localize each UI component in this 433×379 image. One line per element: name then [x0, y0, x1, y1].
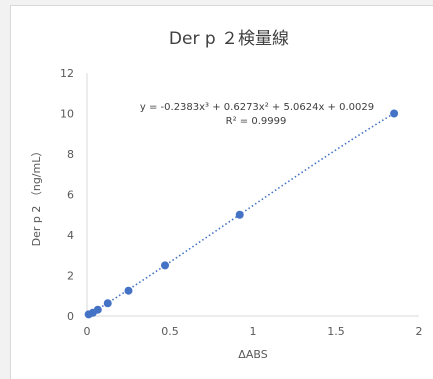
trendline	[88, 112, 395, 316]
y-tick-label: 2	[67, 270, 74, 283]
chart-frame	[10, 5, 433, 379]
x-tick-label: 0	[84, 325, 91, 338]
data-point	[390, 109, 399, 118]
y-tick-label: 8	[67, 148, 74, 161]
data-point	[124, 286, 133, 295]
x-tick-label: 0.5	[161, 325, 179, 338]
chart-title: Der p ２検量線	[169, 29, 289, 49]
y-tick-label: 4	[67, 229, 74, 242]
y-tick-label: 0	[67, 310, 74, 323]
x-tick-label: 1.5	[327, 325, 345, 338]
data-point	[235, 210, 244, 219]
trendline-r-squared: R² = 0.9999	[226, 116, 287, 127]
y-tick-label: 10	[60, 108, 74, 121]
y-axis-title: Der p 2 （ng/mL）	[30, 146, 43, 247]
data-points	[84, 109, 399, 319]
x-tick-label: 1	[250, 325, 257, 338]
y-tick-labels: 0 2 4 6 8 10 12	[60, 67, 74, 323]
trendline-equation: y = -0.2383x³ + 0.6273x² + 5.0624x + 0.0…	[140, 102, 374, 113]
x-tick-labels: 0 0.5 1 1.5 2	[84, 325, 423, 338]
x-tick-label: 2	[416, 325, 423, 338]
data-point	[103, 299, 112, 308]
x-axis-title: ΔABS	[238, 348, 267, 361]
y-tick-label: 6	[67, 189, 74, 202]
data-point	[93, 305, 102, 314]
y-tick-label: 12	[60, 67, 74, 80]
data-point	[161, 261, 170, 270]
